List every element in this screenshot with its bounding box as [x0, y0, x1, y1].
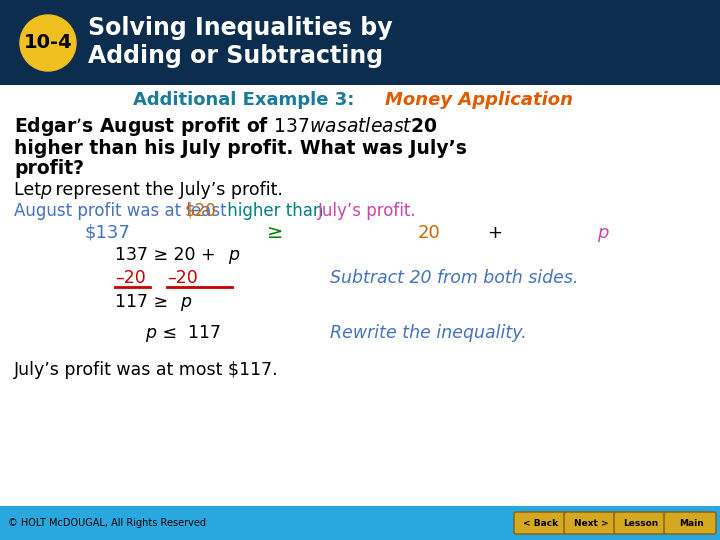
- Text: 20: 20: [418, 224, 441, 242]
- Text: $137: $137: [85, 224, 131, 242]
- Text: Edgar’s August profit of $137 was at least $20: Edgar’s August profit of $137 was at lea…: [14, 116, 438, 138]
- Text: Main: Main: [679, 518, 703, 528]
- Text: ≤  117: ≤ 117: [157, 324, 221, 342]
- Text: July’s profit.: July’s profit.: [318, 202, 417, 220]
- FancyBboxPatch shape: [664, 512, 716, 534]
- Text: Let: Let: [14, 181, 47, 199]
- Text: © HOLT McDOUGAL, All Rights Reserved: © HOLT McDOUGAL, All Rights Reserved: [8, 518, 206, 528]
- Text: Subtract 20 from both sides.: Subtract 20 from both sides.: [330, 269, 578, 287]
- Text: Solving Inequalities by: Solving Inequalities by: [88, 16, 392, 40]
- Text: +: +: [487, 224, 502, 242]
- Bar: [0, 0, 720, 85]
- Text: Additional Example 3:: Additional Example 3:: [133, 91, 361, 109]
- Text: Money Application: Money Application: [385, 91, 573, 109]
- Text: higher than: higher than: [222, 202, 328, 220]
- Text: Next >: Next >: [574, 518, 608, 528]
- Text: –20: –20: [115, 269, 145, 287]
- FancyBboxPatch shape: [614, 512, 666, 534]
- Text: $20: $20: [185, 202, 217, 220]
- Text: represent the July’s profit.: represent the July’s profit.: [50, 181, 283, 199]
- Text: –20: –20: [167, 269, 198, 287]
- Text: p: p: [180, 293, 191, 311]
- FancyBboxPatch shape: [514, 512, 566, 534]
- Text: p: p: [228, 246, 239, 264]
- Bar: [0, 85, 720, 506]
- Text: Lesson: Lesson: [624, 518, 659, 528]
- Text: August profit was at least: August profit was at least: [14, 202, 232, 220]
- Text: Rewrite the inequality.: Rewrite the inequality.: [330, 324, 526, 342]
- Text: July’s profit was at most $117.: July’s profit was at most $117.: [14, 361, 279, 379]
- Text: Adding or Subtracting: Adding or Subtracting: [88, 44, 383, 68]
- Text: profit?: profit?: [14, 159, 84, 179]
- Bar: [0, 506, 720, 540]
- Text: p: p: [40, 181, 51, 199]
- FancyBboxPatch shape: [564, 512, 616, 534]
- Text: p: p: [145, 324, 156, 342]
- Text: higher than his July profit. What was July’s: higher than his July profit. What was Ju…: [14, 138, 467, 158]
- Text: p: p: [597, 224, 608, 242]
- Text: ≥: ≥: [267, 224, 284, 242]
- Circle shape: [20, 15, 76, 71]
- Text: 117 ≥: 117 ≥: [115, 293, 174, 311]
- Text: < Back: < Back: [523, 518, 559, 528]
- Text: 10-4: 10-4: [24, 33, 72, 52]
- Text: 137 ≥ 20 +: 137 ≥ 20 +: [115, 246, 221, 264]
